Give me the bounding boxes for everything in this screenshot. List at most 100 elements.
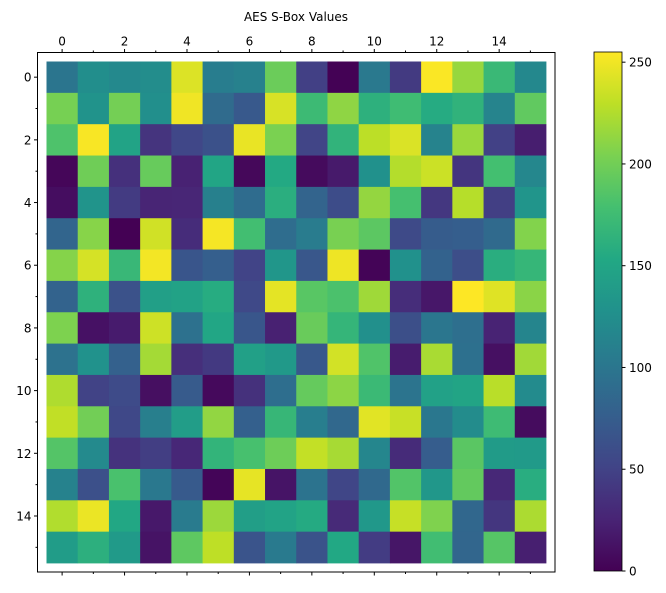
- heatmap-cell: [202, 249, 235, 282]
- heatmap-cell: [77, 186, 110, 219]
- heatmap-cell: [358, 468, 391, 501]
- heatmap-cell: [233, 218, 266, 250]
- heatmap-cell: [389, 343, 422, 376]
- heatmap-cell: [108, 155, 141, 188]
- heatmap-cell: [452, 186, 484, 219]
- heatmap-cell: [77, 312, 110, 344]
- heatmap-cell: [265, 92, 297, 125]
- heatmap-cell: [46, 343, 79, 376]
- heatmap-cell: [77, 343, 110, 376]
- heatmap-cell: [171, 437, 203, 470]
- heatmap-cell: [171, 468, 203, 501]
- heatmap-cell: [140, 249, 172, 282]
- heatmap-cell: [233, 61, 266, 94]
- heatmap-cell: [202, 61, 235, 94]
- heatmap-cell: [421, 218, 453, 250]
- heatmap-cell: [171, 280, 203, 313]
- colorbar-tick-label: 50: [629, 463, 644, 477]
- heatmap-cell: [77, 437, 110, 470]
- heatmap-cell: [233, 374, 266, 407]
- heatmap-cell: [77, 500, 110, 533]
- heatmap-cell: [233, 406, 266, 439]
- heatmap-cell: [233, 343, 266, 376]
- heatmap-cell: [296, 155, 328, 188]
- heatmap-cell: [46, 406, 79, 439]
- heatmap-cell: [358, 437, 391, 470]
- heatmap-cell: [46, 374, 79, 407]
- heatmap-cell: [140, 280, 172, 313]
- heatmap-cell: [483, 500, 516, 533]
- heatmap-cell: [452, 312, 484, 344]
- heatmap-cell: [358, 312, 391, 344]
- heatmap-cell: [389, 249, 422, 282]
- heatmap-cell: [202, 437, 235, 470]
- heatmap-cell: [452, 343, 484, 376]
- heatmap-cell: [327, 531, 360, 564]
- heatmap-cell: [483, 155, 516, 188]
- heatmap-cell: [233, 280, 266, 313]
- heatmap-cell: [483, 406, 516, 439]
- heatmap-cell: [77, 124, 110, 156]
- heatmap-cell: [421, 92, 453, 125]
- heatmap-cell: [483, 218, 516, 250]
- heatmap-cell: [202, 343, 235, 376]
- heatmap-cell: [233, 186, 266, 219]
- heatmap-cell: [202, 468, 235, 501]
- heatmap-cell: [358, 124, 391, 156]
- heatmap-cell: [327, 437, 360, 470]
- heatmap-cell: [77, 280, 110, 313]
- heatmap-cell: [202, 218, 235, 250]
- heatmap-cell: [514, 312, 547, 344]
- heatmap-cells: [46, 61, 547, 564]
- heatmap-cell: [202, 280, 235, 313]
- heatmap-cell: [389, 186, 422, 219]
- heatmap-cell: [140, 468, 172, 501]
- heatmap-cell: [108, 437, 141, 470]
- heatmap-cell: [327, 92, 360, 125]
- heatmap-cell: [46, 92, 79, 125]
- y-tick-label: 14: [16, 509, 31, 523]
- heatmap-cell: [171, 92, 203, 125]
- heatmap-cell: [389, 312, 422, 344]
- heatmap-cell: [327, 218, 360, 250]
- heatmap-cell: [421, 406, 453, 439]
- heatmap-cell: [389, 124, 422, 156]
- heatmap-cell: [296, 249, 328, 282]
- heatmap-cell: [358, 406, 391, 439]
- heatmap-cell: [140, 186, 172, 219]
- heatmap-cell: [514, 531, 547, 564]
- heatmap-cell: [77, 406, 110, 439]
- plot-frame: [37, 52, 556, 573]
- heatmap-cell: [327, 312, 360, 344]
- heatmap-cell: [421, 312, 453, 344]
- heatmap-cell: [108, 92, 141, 125]
- heatmap-cell: [140, 312, 172, 344]
- heatmap-cell: [202, 406, 235, 439]
- heatmap-cell: [452, 500, 484, 533]
- heatmap-cell: [452, 468, 484, 501]
- heatmap-cell: [77, 155, 110, 188]
- heatmap-cell: [77, 531, 110, 564]
- heatmap-cell: [327, 249, 360, 282]
- heatmap-cell: [483, 437, 516, 470]
- heatmap-cell: [171, 500, 203, 533]
- heatmap-cell: [233, 92, 266, 125]
- heatmap-cell: [171, 312, 203, 344]
- heatmap-cell: [389, 280, 422, 313]
- heatmap-cell: [171, 218, 203, 250]
- heatmap-cell: [265, 468, 297, 501]
- heatmap-cell: [389, 500, 422, 533]
- y-tick-label: 2: [24, 133, 32, 147]
- heatmap-cell: [452, 61, 484, 94]
- heatmap-cell: [452, 531, 484, 564]
- heatmap-cell: [452, 92, 484, 125]
- y-tick-label: 12: [16, 447, 31, 461]
- heatmap-cell: [108, 61, 141, 94]
- x-tick-label: 14: [492, 35, 507, 49]
- heatmap-cell: [265, 61, 297, 94]
- heatmap-cell: [140, 343, 172, 376]
- heatmap-cell: [483, 312, 516, 344]
- x-tick-label: 0: [58, 35, 66, 49]
- heatmap-cell: [296, 500, 328, 533]
- heatmap-cell: [233, 249, 266, 282]
